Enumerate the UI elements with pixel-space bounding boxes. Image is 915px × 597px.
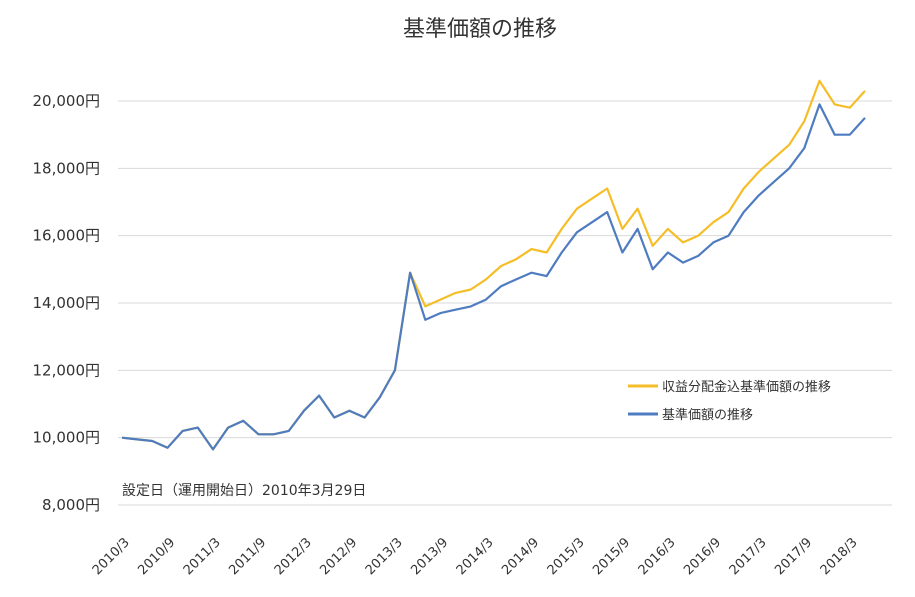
x-tick-label: 2016/9 xyxy=(681,535,724,578)
y-tick-label: 16,000円 xyxy=(33,227,101,245)
x-tick-label: 2014/9 xyxy=(499,535,542,578)
x-tick-label: 2011/9 xyxy=(226,535,269,578)
y-tick-label: 10,000円 xyxy=(33,429,101,447)
legend-label: 収益分配金込基準価額の推移 xyxy=(662,379,831,395)
x-axis: 2010/3 2010/9 2011/3 2011/9 2012/3 2012/9 2013… xyxy=(90,535,861,578)
legend-label: 基準価額の推移 xyxy=(662,407,753,423)
x-tick-label: 2012/9 xyxy=(317,535,360,578)
y-tick-label: 12,000円 xyxy=(33,361,101,379)
series-lines xyxy=(121,79,866,451)
y-axis: 8,000円 10,000円 12,000円 14,000円 16,000円 18,000… xyxy=(33,92,101,514)
x-tick-label: 2016/3 xyxy=(636,535,679,578)
x-tick-label: 2013/9 xyxy=(408,535,451,578)
grid-lines xyxy=(118,100,892,506)
x-tick-label: 2015/3 xyxy=(545,535,588,578)
inception-date-annotation: 設定日（運用開始日）2010年3月29日 xyxy=(122,483,366,499)
x-tick-label: 2010/9 xyxy=(135,535,178,578)
x-tick-label: 2010/3 xyxy=(90,535,133,578)
series-line-2 xyxy=(121,103,866,451)
y-tick-label: 20,000円 xyxy=(33,92,101,110)
chart-title: 基準価額の推移 xyxy=(403,17,557,42)
x-tick-label: 2014/3 xyxy=(454,535,497,578)
x-tick-label: 2011/3 xyxy=(181,535,224,578)
x-tick-label: 2015/9 xyxy=(590,535,633,578)
y-tick-label: 14,000円 xyxy=(33,294,101,312)
x-tick-label: 2018/3 xyxy=(818,535,861,578)
y-tick-label: 8,000円 xyxy=(42,496,100,514)
x-tick-label: 2012/3 xyxy=(272,535,315,578)
x-tick-label: 2017/9 xyxy=(772,535,815,578)
x-tick-label: 2013/3 xyxy=(363,535,406,578)
y-tick-label: 18,000円 xyxy=(33,159,101,177)
x-tick-label: 2017/3 xyxy=(727,535,770,578)
